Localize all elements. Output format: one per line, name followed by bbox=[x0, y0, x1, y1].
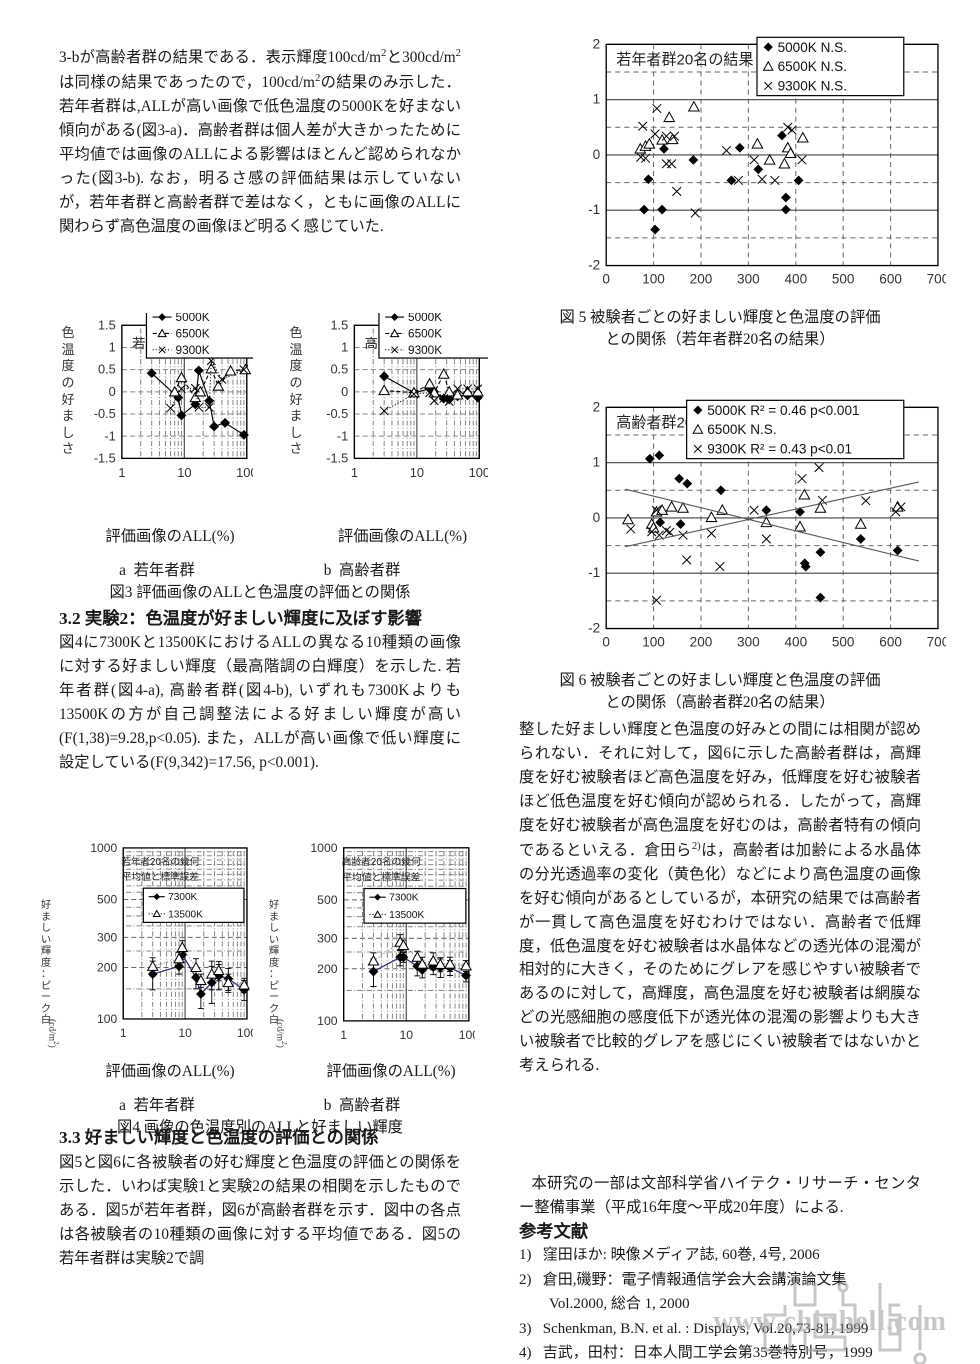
svg-text:6500K: 6500K bbox=[176, 328, 210, 341]
svg-text:9300K R² = 0.43 p<0.01: 9300K R² = 0.43 p<0.01 bbox=[707, 442, 852, 457]
svg-text:-1: -1 bbox=[588, 565, 600, 580]
svg-text:9300K N.S.: 9300K N.S. bbox=[778, 79, 847, 94]
svg-text:1.5: 1.5 bbox=[98, 317, 116, 332]
svg-text:9300K: 9300K bbox=[176, 344, 210, 357]
svg-text:0.5: 0.5 bbox=[330, 362, 348, 377]
svg-text:0: 0 bbox=[602, 635, 610, 650]
svg-text:1: 1 bbox=[118, 465, 125, 480]
svg-text:-2: -2 bbox=[588, 621, 600, 636]
svg-text:13500K: 13500K bbox=[168, 909, 203, 920]
svg-text:-1.5: -1.5 bbox=[326, 450, 348, 465]
svg-text:10: 10 bbox=[410, 465, 424, 480]
svg-text:0: 0 bbox=[593, 510, 601, 525]
svg-text:-2: -2 bbox=[588, 258, 600, 273]
svg-text:1.5: 1.5 bbox=[330, 317, 348, 332]
svg-text:-0.5: -0.5 bbox=[326, 406, 348, 421]
svg-text:10: 10 bbox=[178, 1026, 192, 1040]
svg-text:10: 10 bbox=[177, 465, 191, 480]
svg-text:300: 300 bbox=[737, 635, 760, 650]
svg-text:200: 200 bbox=[317, 962, 338, 976]
svg-text:7300K: 7300K bbox=[389, 893, 419, 904]
svg-text:0: 0 bbox=[109, 384, 116, 399]
svg-text:平均値と標準誤差: 平均値と標準誤差 bbox=[122, 871, 199, 883]
svg-text:300: 300 bbox=[317, 931, 338, 945]
svg-text:600: 600 bbox=[879, 635, 902, 650]
svg-text:若年者20名の幾何: 若年者20名の幾何 bbox=[121, 856, 200, 868]
svg-text:-1: -1 bbox=[588, 202, 600, 217]
svg-text:-0.5: -0.5 bbox=[94, 406, 116, 421]
svg-text:700: 700 bbox=[927, 272, 946, 287]
svg-text:700: 700 bbox=[927, 635, 946, 650]
svg-text:13500K: 13500K bbox=[389, 910, 424, 921]
svg-text:0: 0 bbox=[341, 384, 348, 399]
svg-text:5000K N.S.: 5000K N.S. bbox=[778, 40, 847, 55]
svg-text:10: 10 bbox=[399, 1028, 413, 1042]
svg-text:1: 1 bbox=[109, 340, 116, 355]
svg-text:100: 100 bbox=[236, 465, 253, 480]
svg-text:100: 100 bbox=[642, 635, 665, 650]
svg-text:100: 100 bbox=[317, 1014, 338, 1028]
svg-text:5000K: 5000K bbox=[176, 313, 210, 324]
svg-text:1: 1 bbox=[340, 1028, 347, 1042]
svg-text:1000: 1000 bbox=[90, 841, 117, 855]
svg-text:1: 1 bbox=[120, 1026, 127, 1040]
svg-text:100: 100 bbox=[642, 272, 665, 287]
svg-text:100: 100 bbox=[469, 465, 488, 480]
svg-text:-1: -1 bbox=[104, 428, 115, 443]
svg-text:-1.5: -1.5 bbox=[94, 450, 116, 465]
svg-text:6500K N.S.: 6500K N.S. bbox=[707, 422, 776, 437]
svg-text:-1: -1 bbox=[337, 428, 348, 443]
svg-text:7300K: 7300K bbox=[168, 892, 197, 903]
svg-text:1000: 1000 bbox=[310, 841, 337, 855]
svg-text:200: 200 bbox=[690, 635, 713, 650]
svg-text:600: 600 bbox=[879, 272, 902, 287]
svg-text:1: 1 bbox=[341, 340, 348, 355]
svg-text:500: 500 bbox=[832, 272, 855, 287]
svg-text:400: 400 bbox=[784, 272, 807, 287]
svg-text:100: 100 bbox=[237, 1026, 253, 1040]
svg-text:400: 400 bbox=[784, 635, 807, 650]
svg-text:高齢者20名の幾何: 高齢者20名の幾何 bbox=[342, 855, 421, 868]
svg-text:500: 500 bbox=[832, 635, 855, 650]
svg-text:300: 300 bbox=[737, 272, 760, 287]
svg-text:500: 500 bbox=[97, 892, 117, 906]
svg-text:若年者群20名の結果: 若年者群20名の結果 bbox=[616, 51, 753, 68]
svg-text:2: 2 bbox=[593, 36, 601, 51]
svg-text:1: 1 bbox=[593, 92, 601, 107]
svg-text:0.5: 0.5 bbox=[98, 362, 116, 377]
svg-text:2: 2 bbox=[593, 399, 601, 414]
svg-text:200: 200 bbox=[97, 960, 117, 974]
svg-text:6500K N.S.: 6500K N.S. bbox=[778, 59, 847, 74]
svg-text:0: 0 bbox=[602, 272, 610, 287]
svg-text:平均値と標準誤差: 平均値と標準誤差 bbox=[342, 870, 420, 883]
svg-text:200: 200 bbox=[690, 272, 713, 287]
svg-text:5000K: 5000K bbox=[408, 313, 442, 324]
svg-text:6500K: 6500K bbox=[408, 328, 442, 341]
svg-text:5000K R² = 0.46 p<0.001: 5000K R² = 0.46 p<0.001 bbox=[707, 403, 859, 418]
svg-text:100: 100 bbox=[459, 1028, 475, 1042]
svg-text:9300K: 9300K bbox=[408, 344, 442, 357]
svg-text:1: 1 bbox=[593, 455, 601, 470]
svg-text:300: 300 bbox=[97, 930, 117, 944]
svg-text:500: 500 bbox=[317, 893, 338, 907]
svg-text:100: 100 bbox=[97, 1012, 117, 1026]
svg-text:0: 0 bbox=[593, 147, 601, 162]
svg-text:1: 1 bbox=[351, 465, 358, 480]
